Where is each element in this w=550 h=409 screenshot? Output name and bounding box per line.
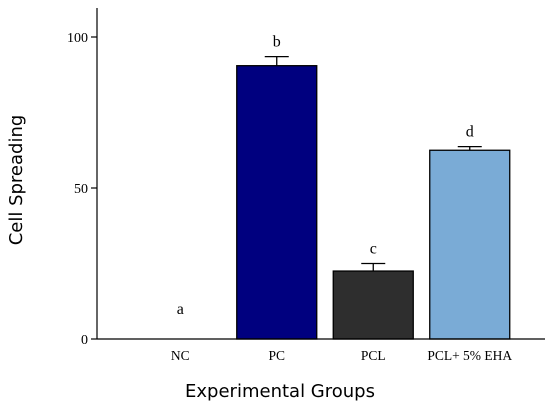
- y-tick-label: 100: [67, 31, 88, 46]
- x-axis-tick-labels: NC PC PCL PCL+ 5% EHA: [171, 348, 513, 363]
- y-tick-label: 0: [81, 333, 88, 348]
- significance-labels: a b c d: [177, 34, 474, 318]
- bar-pcl: [332, 270, 414, 340]
- y-tick-label: 50: [74, 182, 88, 197]
- x-tick-label: PCL+ 5% EHA: [427, 348, 512, 363]
- x-tick-label: NC: [171, 348, 190, 363]
- x-tick-label: PCL: [361, 348, 386, 363]
- x-axis-title: Experimental Groups: [185, 381, 375, 402]
- bar-pc: [236, 65, 318, 340]
- significance-letter: a: [177, 301, 184, 318]
- significance-letter: c: [370, 241, 377, 258]
- bars: [236, 55, 511, 340]
- y-axis-ticks: 0 50 100: [67, 31, 97, 348]
- significance-letter: b: [273, 34, 281, 51]
- y-axis-title: Cell Spreading: [6, 115, 27, 246]
- significance-letter: d: [466, 124, 474, 141]
- bar-pcl-5-eha: [429, 149, 511, 340]
- x-tick-label: PC: [268, 348, 285, 363]
